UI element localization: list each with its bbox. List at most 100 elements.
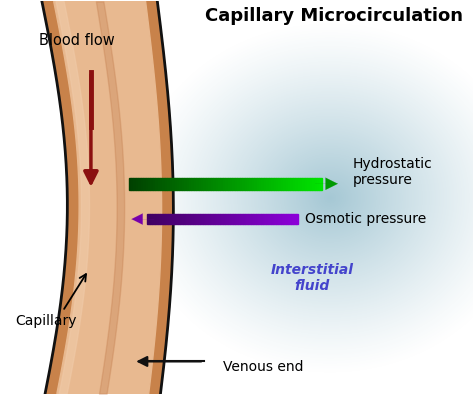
Bar	[247, 178, 249, 190]
Bar	[225, 214, 228, 224]
Bar	[187, 178, 189, 190]
Bar	[153, 214, 155, 224]
Bar	[288, 214, 291, 224]
Bar	[236, 214, 238, 224]
Bar	[237, 178, 240, 190]
Bar	[182, 178, 184, 190]
Bar	[220, 178, 223, 190]
Bar	[180, 214, 182, 224]
Bar	[141, 178, 143, 190]
Bar	[182, 214, 185, 224]
Bar	[307, 178, 310, 190]
Bar	[283, 214, 286, 224]
Bar	[198, 214, 200, 224]
Bar	[165, 178, 167, 190]
Bar	[230, 214, 233, 224]
Bar	[228, 178, 230, 190]
Bar	[163, 178, 165, 190]
Bar	[165, 214, 168, 224]
Bar	[264, 178, 266, 190]
Bar	[220, 214, 223, 224]
Bar	[271, 214, 273, 224]
Bar	[269, 178, 271, 190]
Bar	[216, 178, 218, 190]
Bar	[283, 178, 286, 190]
Bar	[249, 178, 252, 190]
Bar	[138, 178, 141, 190]
Bar	[168, 214, 170, 224]
Bar	[163, 214, 165, 224]
Bar	[199, 178, 201, 190]
Bar	[175, 214, 178, 224]
Bar	[208, 214, 210, 224]
Text: Venous end: Venous end	[223, 360, 303, 374]
Bar	[215, 214, 218, 224]
Bar	[291, 178, 293, 190]
Bar	[246, 214, 248, 224]
Bar	[167, 178, 170, 190]
Bar	[291, 214, 293, 224]
Bar	[232, 178, 235, 190]
Bar	[211, 178, 213, 190]
Bar	[248, 214, 250, 224]
Bar	[218, 178, 220, 190]
Bar	[131, 178, 134, 190]
Bar	[278, 178, 281, 190]
Bar	[213, 214, 215, 224]
Bar	[174, 178, 177, 190]
Bar	[155, 178, 157, 190]
Bar	[281, 178, 283, 190]
Bar	[312, 178, 315, 190]
Bar	[203, 214, 205, 224]
Bar	[319, 178, 322, 190]
Bar	[281, 214, 283, 224]
Bar	[157, 178, 160, 190]
Bar	[146, 178, 148, 190]
Bar	[278, 214, 281, 224]
Bar	[136, 178, 138, 190]
Bar	[310, 178, 312, 190]
Bar	[150, 214, 153, 224]
Bar	[315, 178, 317, 190]
Bar	[256, 178, 259, 190]
Bar	[194, 178, 196, 190]
Bar	[296, 214, 298, 224]
Text: Blood flow: Blood flow	[39, 33, 115, 48]
Bar	[170, 178, 172, 190]
Bar	[160, 214, 163, 224]
Bar	[250, 214, 253, 224]
Bar	[293, 214, 296, 224]
Bar	[160, 178, 163, 190]
Bar	[143, 178, 146, 190]
Bar	[245, 178, 247, 190]
Bar	[190, 214, 193, 224]
Bar	[147, 214, 150, 224]
Bar	[240, 214, 243, 224]
Bar	[261, 214, 263, 224]
Bar	[205, 214, 208, 224]
Bar	[273, 178, 276, 190]
Bar	[265, 214, 268, 224]
Bar	[188, 214, 190, 224]
Bar	[185, 214, 188, 224]
Bar	[295, 178, 298, 190]
Bar	[155, 214, 157, 224]
Text: Hydrostatic
pressure: Hydrostatic pressure	[353, 157, 432, 187]
Bar	[196, 178, 199, 190]
Bar	[173, 214, 175, 224]
Bar	[223, 178, 225, 190]
Bar	[210, 214, 213, 224]
Bar	[128, 178, 131, 190]
Bar	[298, 178, 300, 190]
Polygon shape	[56, 2, 90, 393]
Bar	[218, 214, 220, 224]
Text: Interstitial
fluid: Interstitial fluid	[271, 263, 354, 293]
Bar	[293, 178, 295, 190]
Bar	[200, 214, 203, 224]
Bar	[213, 178, 216, 190]
Bar	[178, 214, 180, 224]
Bar	[150, 178, 153, 190]
Bar	[252, 178, 254, 190]
Bar	[191, 178, 194, 190]
Bar	[195, 214, 198, 224]
